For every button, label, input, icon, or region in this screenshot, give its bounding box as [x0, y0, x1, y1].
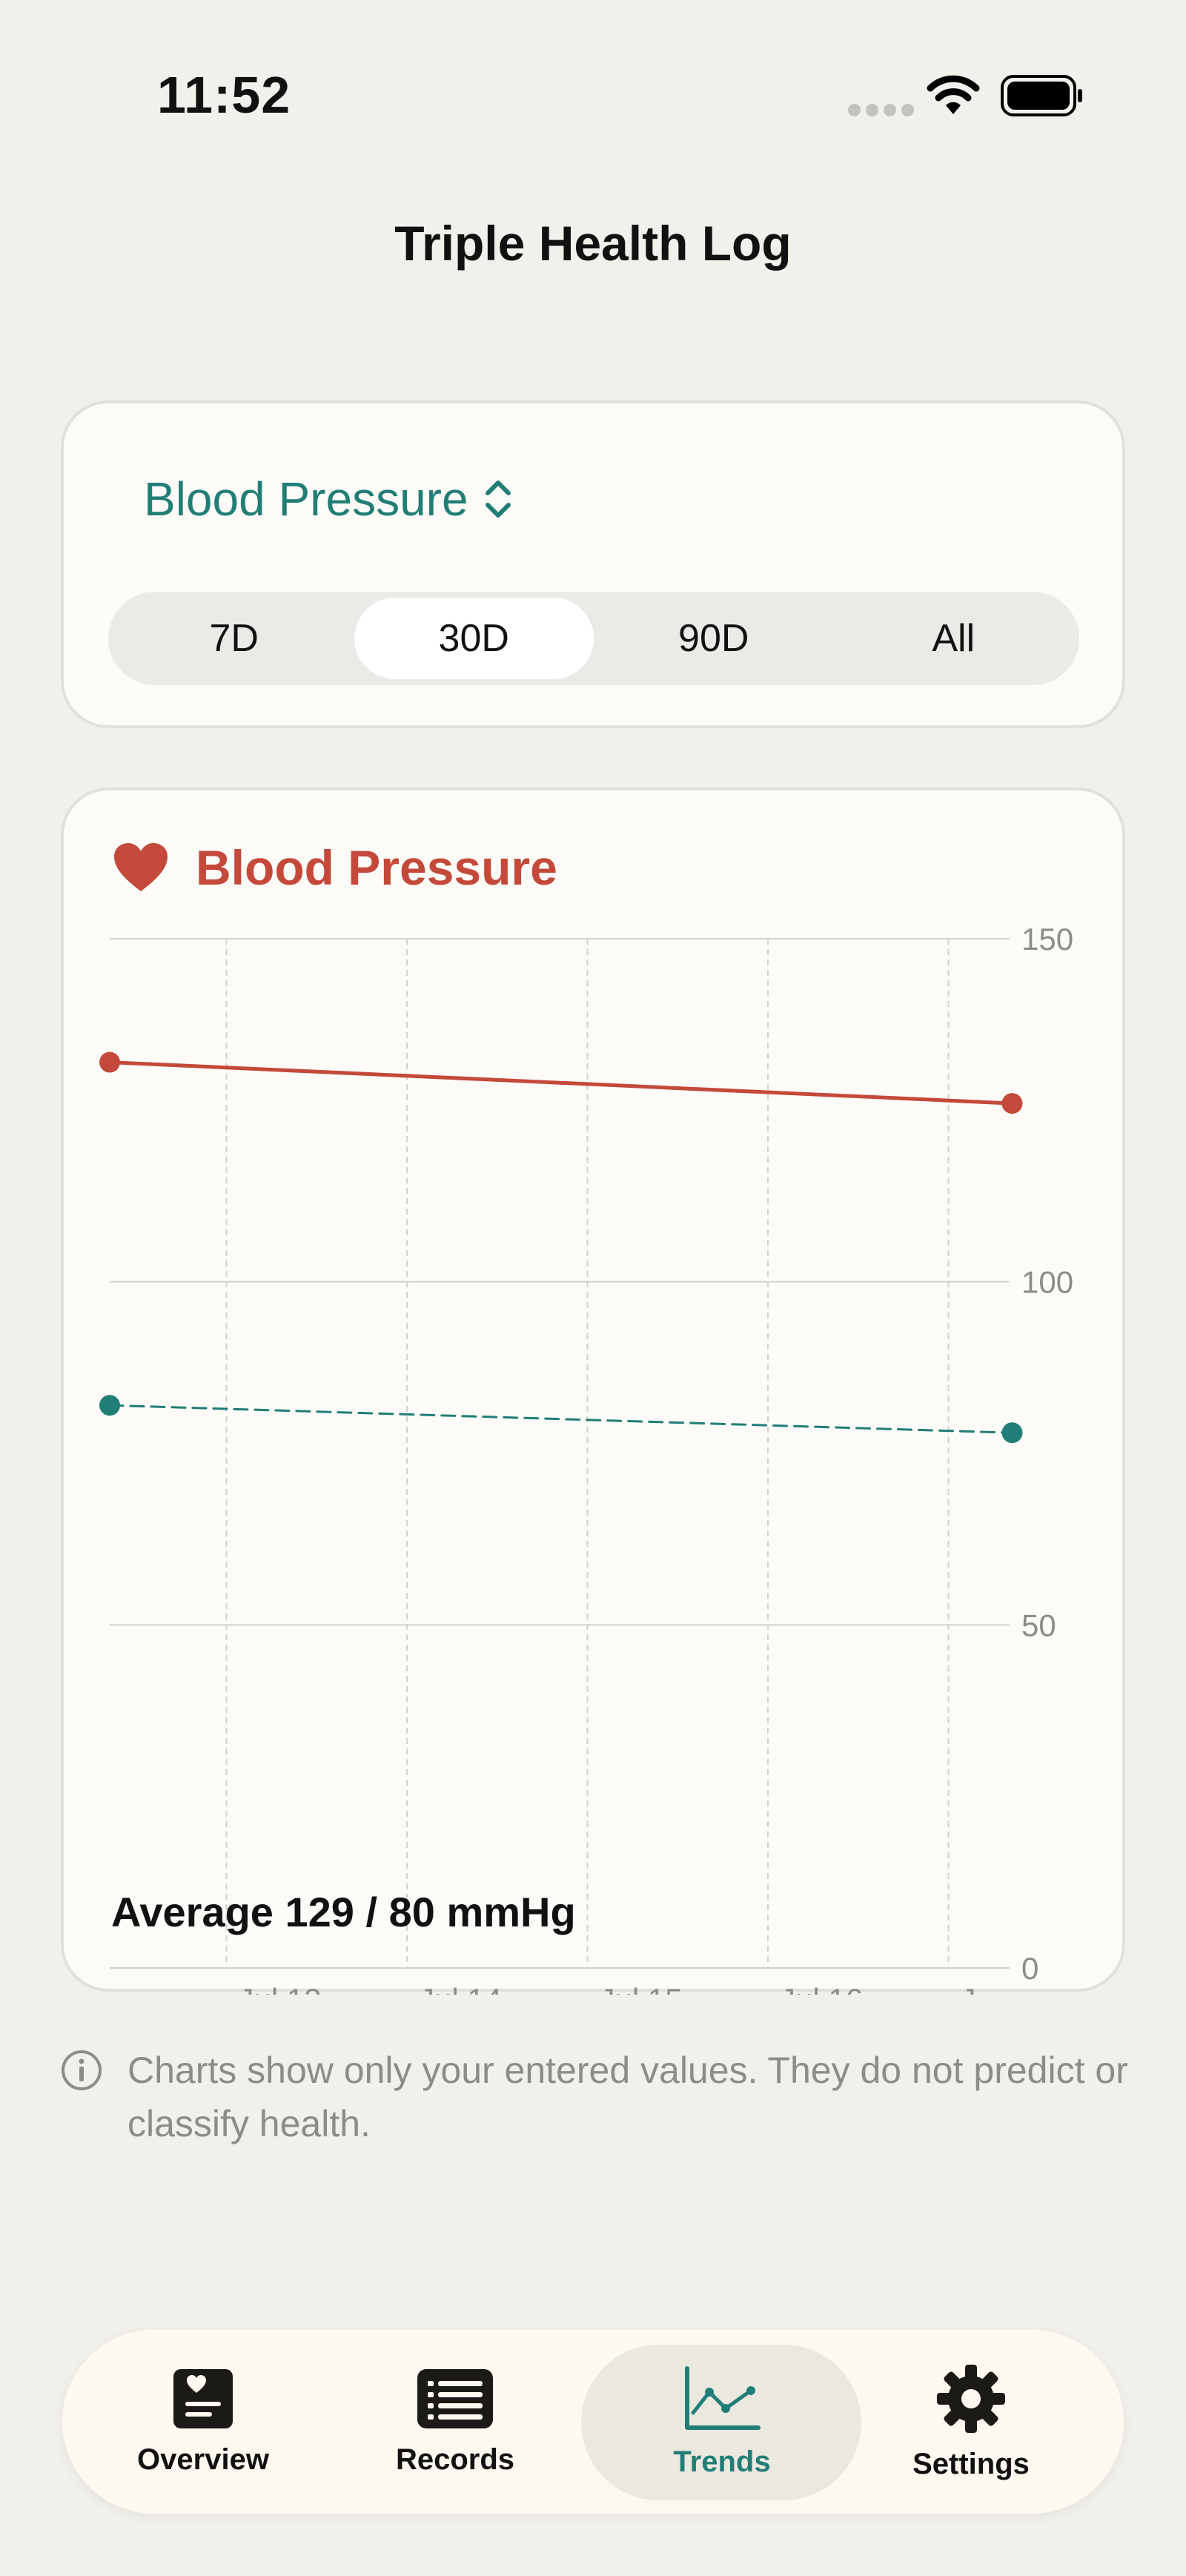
status-bar: 11:52 — [0, 0, 1186, 193]
info-note: Charts show only your entered values. Th… — [61, 2044, 1128, 2150]
status-time: 11:52 — [157, 66, 291, 124]
heart-icon — [114, 843, 168, 891]
page-title: Triple Health Log — [394, 216, 792, 271]
series-line-1 — [108, 1404, 1013, 1434]
data-point — [99, 1051, 120, 1073]
chart-series — [99, 1051, 1023, 1444]
chevron-up-down-icon — [485, 480, 511, 518]
series-line-0 — [107, 1060, 1014, 1106]
range-all[interactable]: All — [932, 617, 975, 660]
tab-settings[interactable]: Settings — [897, 2330, 1045, 2514]
range-30d[interactable]: 30D — [354, 598, 594, 679]
range-90d[interactable]: 90D — [678, 617, 749, 660]
chart-grid — [110, 938, 1010, 1969]
overview-icon — [173, 2368, 233, 2428]
chart-card: Blood Pressure Jul 13Jul 14Jul 15Jul 16J… — [61, 787, 1125, 1995]
tab-active-highlight — [581, 2345, 861, 2500]
tab-settings-label: Settings — [912, 2447, 1030, 2480]
trends-icon — [685, 2365, 761, 2430]
gear-icon — [937, 2364, 1005, 2433]
data-point — [99, 1395, 120, 1416]
y-axis-labels: 0 50 100 150 — [1021, 922, 1073, 1986]
x-tick-label: J... — [961, 1982, 1002, 1995]
chart-header: Blood Pressure — [113, 839, 557, 896]
info-icon — [62, 2050, 102, 2090]
metric-selector-card: Blood Pressure 7D 30D 90D All — [61, 400, 1125, 728]
metric-picker[interactable]: Blood Pressure — [144, 472, 513, 526]
tab-overview[interactable]: Overview — [129, 2330, 277, 2514]
x-tick-label: Jul 15 — [600, 1982, 683, 1995]
bp-chart: Jul 13 Jul 14 Jul 15 Jul 16 J... 0 50 100 150 — [99, 922, 1073, 1995]
tab-overview-label: Overview — [137, 2443, 269, 2476]
tab-trends-label: Trends — [673, 2445, 771, 2478]
range-segmented-control: 7D 30D 90D All — [108, 592, 1079, 685]
tab-trends[interactable]: Trends — [648, 2330, 796, 2514]
y-tick-label: 150 — [1021, 922, 1073, 957]
chart-title: Blood Pressure — [196, 840, 557, 895]
x-tick-label: Jul 13 — [239, 1982, 322, 1995]
cellular-signal-icon — [848, 104, 919, 120]
y-tick-label: 100 — [1021, 1265, 1073, 1300]
average-reading: Average 129 / 80 mmHg — [111, 1889, 576, 1935]
tab-records[interactable]: Records — [381, 2330, 529, 2514]
data-point — [1001, 1093, 1023, 1114]
battery-icon — [1001, 75, 1082, 116]
x-tick-label: Jul 16 — [780, 1982, 863, 1995]
range-7d[interactable]: 7D — [209, 617, 259, 660]
tab-records-label: Records — [395, 2443, 515, 2476]
metric-picker-label: Blood Pressure — [144, 472, 468, 526]
info-text: Charts show only your entered values. Th… — [127, 2050, 1128, 2144]
y-tick-label: 50 — [1021, 1608, 1056, 1642]
tab-bar: Overview Records Trends — [62, 2330, 1124, 2514]
y-tick-label: 0 — [1021, 1951, 1038, 1986]
x-axis-labels: Jul 13 Jul 14 Jul 15 Jul 16 J... — [239, 1982, 1002, 1995]
x-tick-label: Jul 14 — [419, 1982, 502, 1995]
data-point — [1001, 1422, 1023, 1444]
records-icon — [417, 2368, 493, 2428]
wifi-icon — [927, 75, 980, 114]
